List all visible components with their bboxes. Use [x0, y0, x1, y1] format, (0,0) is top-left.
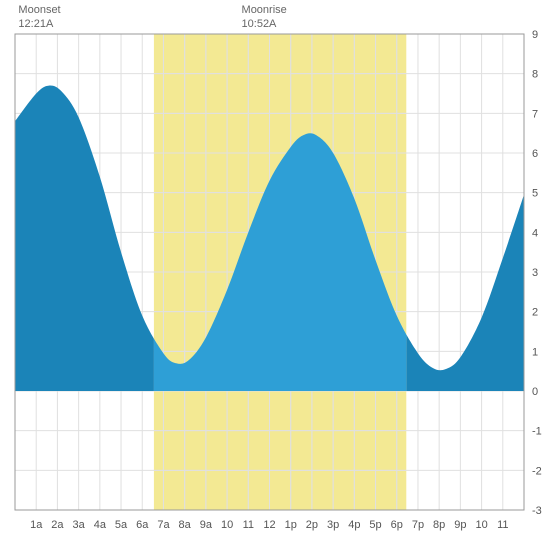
x-tick-label: 9a	[200, 519, 213, 531]
y-tick-label: 8	[532, 69, 538, 81]
x-tick-label: 9p	[454, 519, 466, 531]
y-tick-label: -3	[532, 505, 542, 517]
x-tick-label: 8a	[179, 519, 192, 531]
moonrise-title: Moonrise	[242, 4, 287, 18]
tide-chart: -3-2-101234567891a2a3a4a5a6a7a8a9a101112…	[0, 0, 550, 550]
x-tick-label: 5a	[115, 519, 128, 531]
y-tick-label: 9	[532, 29, 538, 41]
x-tick-label: 4p	[348, 519, 360, 531]
x-tick-label: 12	[263, 519, 275, 531]
moonrise-label: Moonrise10:52A	[242, 4, 287, 32]
x-tick-label: 1a	[30, 519, 43, 531]
x-tick-label: 6p	[391, 519, 403, 531]
x-tick-label: 7a	[157, 519, 170, 531]
x-tick-label: 8p	[433, 519, 445, 531]
y-tick-label: 1	[532, 346, 538, 358]
y-tick-label: 4	[532, 227, 538, 239]
x-tick-label: 2a	[51, 519, 64, 531]
y-tick-label: 3	[532, 267, 538, 279]
moonset-time: 12:21A	[18, 18, 60, 32]
moonset-label: Moonset12:21A	[18, 4, 60, 32]
y-tick-label: 5	[532, 188, 538, 200]
moonset-title: Moonset	[18, 4, 60, 18]
y-tick-label: -1	[532, 426, 542, 438]
x-tick-label: 3p	[327, 519, 339, 531]
y-tick-label: 0	[532, 386, 538, 398]
x-tick-label: 11	[497, 519, 508, 531]
x-tick-label: 10	[475, 519, 487, 531]
x-tick-label: 1p	[285, 519, 297, 531]
x-tick-label: 6a	[136, 519, 149, 531]
x-tick-label: 4a	[94, 519, 107, 531]
y-tick-label: 7	[532, 108, 538, 120]
x-tick-label: 2p	[306, 519, 318, 531]
moonrise-time: 10:52A	[242, 18, 287, 32]
y-tick-label: 6	[532, 148, 538, 160]
x-tick-label: 7p	[412, 519, 424, 531]
chart-svg: -3-2-101234567891a2a3a4a5a6a7a8a9a101112…	[0, 0, 550, 550]
x-tick-label: 11	[243, 519, 254, 531]
x-tick-label: 10	[221, 519, 233, 531]
y-tick-label: 2	[532, 307, 538, 319]
x-tick-label: 3a	[73, 519, 86, 531]
y-tick-label: -2	[532, 465, 542, 477]
x-tick-label: 5p	[369, 519, 381, 531]
